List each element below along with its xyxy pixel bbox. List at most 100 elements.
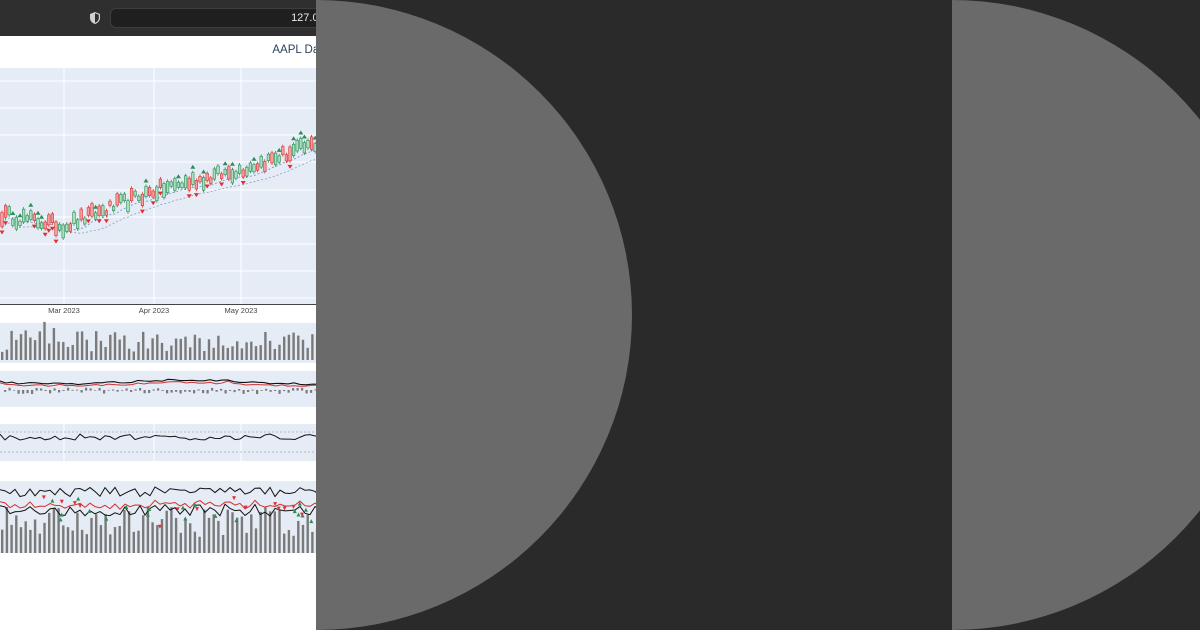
overlay-volume-bar: [90, 517, 93, 553]
macd-histogram-bar: [269, 390, 272, 392]
candle: [133, 190, 137, 197]
volume-bar: [104, 346, 107, 360]
overlay-volume-bar: [85, 534, 88, 553]
macd-histogram-bar: [184, 390, 187, 392]
volume-bar: [283, 336, 286, 360]
buy-marker: [10, 210, 16, 215]
candle: [39, 222, 44, 229]
overlay-volume-bar: [207, 517, 211, 553]
macd-histogram-bar: [107, 389, 110, 391]
candle: [241, 169, 245, 178]
macd-histogram-bar: [229, 390, 232, 391]
candle: [54, 221, 58, 236]
overlay-volume-bar: [151, 522, 154, 553]
macd-histogram-bar: [265, 388, 268, 391]
volume-bar: [264, 331, 267, 360]
overlay-volume-bar: [264, 507, 267, 553]
candle: [108, 200, 112, 206]
overlay-volume-bar: [29, 529, 32, 553]
candle: [130, 187, 134, 202]
sell-marker: [72, 501, 77, 506]
macd-histogram-bar: [85, 387, 88, 391]
overlay-volume-bar: [278, 509, 281, 553]
overlay-volume-bar: [283, 533, 286, 553]
volume-bar: [240, 348, 244, 360]
overlay-volume-bar: [259, 511, 262, 553]
buy-marker: [229, 161, 235, 166]
buy-marker: [309, 519, 314, 524]
volume-bar: [259, 345, 262, 360]
buy-marker: [124, 505, 129, 510]
buy-marker: [298, 130, 304, 135]
candle: [21, 208, 26, 223]
volume-bar: [268, 340, 272, 360]
volume-bar: [95, 331, 98, 360]
overlay-volume-bar: [160, 519, 164, 553]
volume-bar: [123, 335, 126, 360]
overlay-volume-bar: [203, 509, 206, 553]
overlay-volume-bar: [250, 514, 253, 553]
overlay-volume-bar: [52, 508, 56, 553]
volume-bar: [198, 338, 201, 360]
overlay-volume-bar: [254, 528, 258, 553]
overlay-volume-bar: [15, 515, 18, 553]
volume-bar: [29, 337, 32, 360]
overlay-volume-bar: [297, 520, 300, 553]
overlay-volume-bar: [24, 521, 27, 553]
macd-histogram-bar: [292, 388, 295, 391]
candle: [115, 193, 119, 206]
candle: [209, 177, 213, 184]
macd-histogram-bar: [197, 389, 200, 391]
macd-histogram-bar: [202, 390, 205, 394]
volume-bar: [76, 331, 79, 360]
volume-bar: [278, 344, 281, 360]
buy-marker: [192, 502, 197, 507]
candle: [61, 224, 65, 239]
volume-bar: [212, 347, 215, 360]
volume-bar: [151, 338, 154, 360]
overlay-volume-bar: [62, 525, 65, 553]
candle: [50, 213, 54, 223]
sell-marker: [273, 502, 278, 507]
candle: [119, 194, 123, 203]
candle: [191, 172, 195, 185]
buy-marker: [201, 169, 207, 174]
candle: [158, 178, 163, 188]
volume-bar: [132, 351, 135, 360]
candle: [299, 138, 303, 149]
overlay-volume-bar: [174, 517, 178, 553]
candle: [151, 190, 155, 198]
shield-icon[interactable]: [88, 11, 102, 25]
volume-bar: [118, 339, 121, 360]
macd-histogram-bar: [256, 390, 259, 395]
overlay-volume-bar: [198, 536, 201, 553]
overlay-volume-bar: [236, 517, 239, 553]
macd-histogram-bar: [242, 390, 245, 394]
buy-marker: [276, 147, 282, 152]
macd-histogram-bar: [143, 390, 146, 394]
sell-marker: [103, 219, 109, 224]
volume-bar: [90, 351, 93, 360]
buy-marker: [300, 513, 305, 518]
volume-bar: [189, 347, 192, 360]
moving-average-line: [1, 110, 629, 234]
candle: [288, 146, 292, 162]
macd-histogram-bar: [67, 387, 70, 391]
candle: [255, 163, 260, 171]
macd-histogram-bar: [220, 388, 223, 391]
volume-bar: [184, 336, 187, 360]
candle: [277, 155, 281, 163]
candle: [47, 214, 51, 226]
candle: [155, 186, 159, 202]
x-tick-label: Apr 2023: [139, 306, 169, 315]
volume-bar: [137, 341, 140, 360]
candle: [76, 219, 80, 229]
overlay-volume-bar: [311, 531, 314, 553]
overlay-volume-bar: [1, 529, 4, 553]
overlay-volume-bar: [5, 507, 9, 553]
macd-histogram-bar: [157, 388, 160, 391]
buy-marker: [143, 178, 149, 183]
volume-bar: [207, 339, 211, 360]
overlay-volume-bar: [184, 518, 187, 553]
buy-marker: [292, 509, 297, 514]
